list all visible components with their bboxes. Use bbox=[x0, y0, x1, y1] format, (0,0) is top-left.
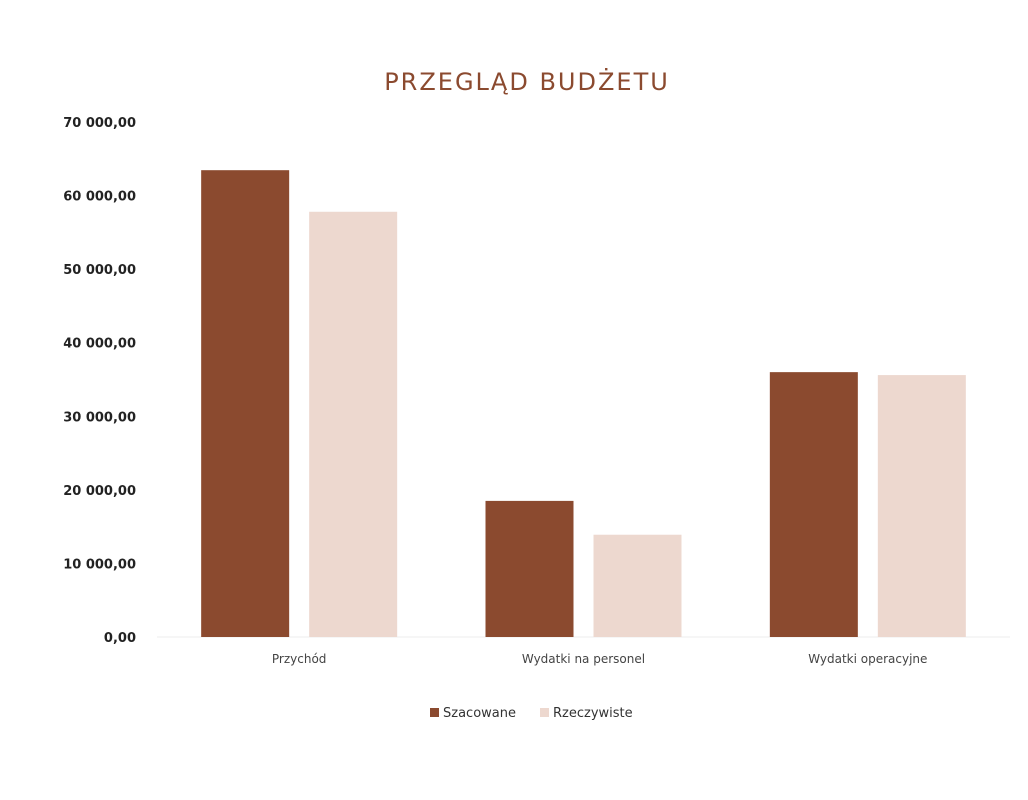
y-tick-label: 0,00 bbox=[104, 631, 136, 646]
y-tick-label: 10 000,00 bbox=[63, 557, 136, 572]
bar-szacowane-2 bbox=[769, 372, 858, 637]
bar-rzeczywiste-2 bbox=[877, 375, 966, 637]
legend-swatch-rzeczywiste bbox=[540, 708, 549, 717]
bar-rzeczywiste-0 bbox=[309, 211, 398, 637]
bar-szacowane-1 bbox=[485, 500, 574, 637]
x-tick-label: Wydatki operacyjne bbox=[808, 652, 927, 666]
x-tick-label: Przychód bbox=[272, 652, 327, 666]
y-tick-label: 60 000,00 bbox=[63, 190, 136, 205]
y-tick-label: 30 000,00 bbox=[63, 410, 136, 425]
y-tick-label: 20 000,00 bbox=[63, 484, 136, 499]
y-tick-label: 70 000,00 bbox=[63, 116, 136, 131]
y-tick-label: 50 000,00 bbox=[63, 263, 136, 278]
legend-swatch-szacowane bbox=[430, 708, 439, 717]
x-tick-label: Wydatki na personel bbox=[522, 652, 645, 666]
bar-rzeczywiste-1 bbox=[593, 534, 682, 637]
legend-label: Szacowane bbox=[443, 706, 516, 721]
bar-szacowane-0 bbox=[201, 170, 290, 638]
legend-label: Rzeczywiste bbox=[553, 706, 633, 721]
y-tick-label: 40 000,00 bbox=[63, 337, 136, 352]
chart-title: PRZEGLĄD BUDŻETU bbox=[384, 67, 670, 96]
